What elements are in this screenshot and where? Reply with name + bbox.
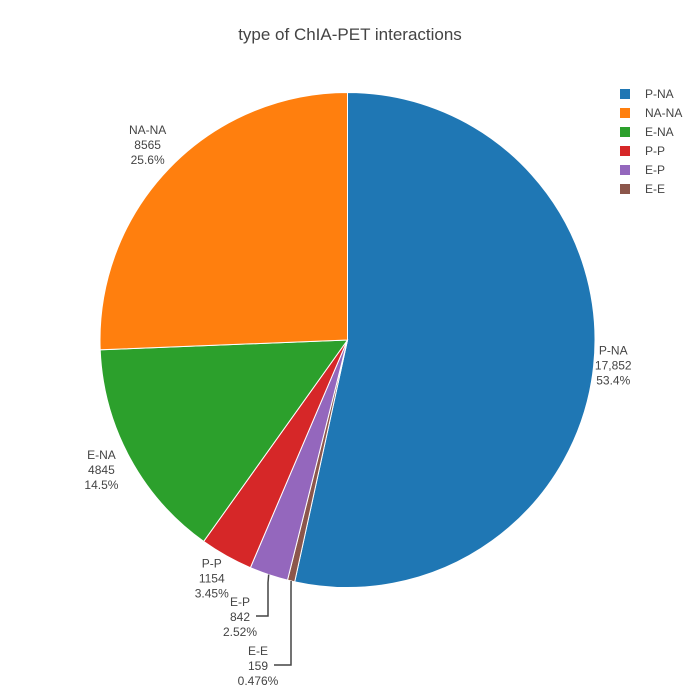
slice-label-p-na: P-NA 17,852 53.4% [595, 344, 632, 388]
slice-label-p-p: P-P 1154 3.45% [195, 557, 229, 601]
legend-item-na-na[interactable]: NA-NA [620, 106, 682, 120]
leader-line-e-e [274, 580, 292, 666]
legend-swatch-e-e [620, 184, 630, 194]
pie-slices [99, 91, 596, 588]
legend-label-na-na: NA-NA [645, 106, 682, 120]
slice-label-e-na: E-NA 4845 14.5% [84, 448, 118, 492]
pie-slice-e-na[interactable] [99, 339, 349, 543]
legend-label-e-e: E-E [645, 182, 665, 196]
legend-item-e-na[interactable]: E-NA [620, 125, 674, 139]
legend-swatch-na-na [620, 108, 630, 118]
legend-swatch-p-p [620, 146, 630, 156]
legend-item-e-e[interactable]: E-E [620, 182, 665, 196]
legend-item-p-p[interactable]: P-P [620, 144, 665, 158]
legend: P-NA NA-NA E-NA P-P E-P E-E [620, 87, 682, 196]
legend-item-p-na[interactable]: P-NA [620, 87, 674, 101]
slice-label-e-p: E-P 842 2.52% [223, 595, 257, 639]
legend-swatch-p-na [620, 89, 630, 99]
pie-slice-na-na[interactable] [99, 91, 348, 351]
legend-label-p-na: P-NA [645, 87, 674, 101]
legend-label-e-na: E-NA [645, 125, 674, 139]
legend-swatch-e-na [620, 127, 630, 137]
pie-slice-p-na[interactable] [294, 91, 596, 588]
slice-label-e-e: E-E 159 0.476% [238, 644, 279, 688]
slice-labels: P-NA 17,852 53.4% E-E 159 0.476% E-P 842 2.52%P-… [84, 123, 632, 688]
slice-label-na-na: NA-NA 8565 25.6% [129, 123, 166, 167]
leader-lines [256, 574, 292, 666]
legend-label-e-p: E-P [645, 163, 665, 177]
leader-line-e-p [256, 574, 270, 617]
legend-item-e-p[interactable]: E-P [620, 163, 665, 177]
legend-label-p-p: P-P [645, 144, 665, 158]
chart-title: type of ChIA-PET interactions [238, 25, 462, 44]
legend-swatch-e-p [620, 165, 630, 175]
